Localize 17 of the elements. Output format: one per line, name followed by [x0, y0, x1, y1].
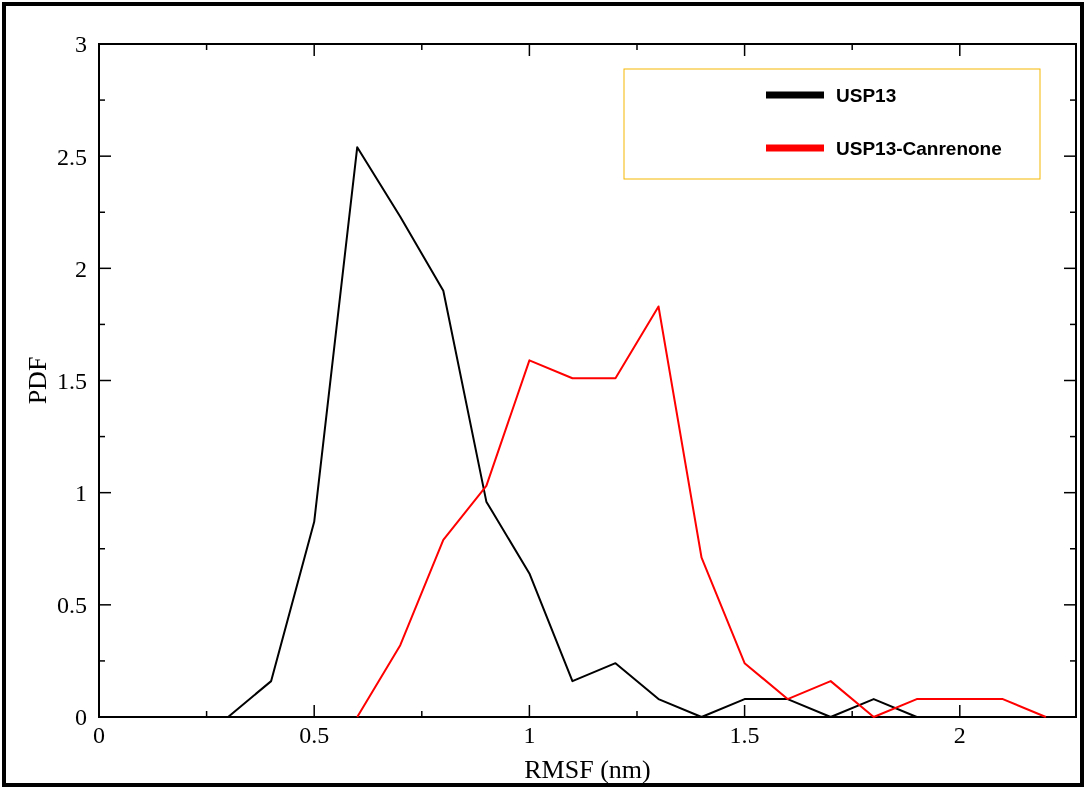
- x-tick-label: 1: [523, 722, 536, 748]
- y-tick-label: 0.5: [57, 592, 87, 619]
- x-tick-label: 2: [953, 722, 966, 748]
- y-tick-label: 1: [75, 480, 87, 507]
- y-tick-label: 2: [75, 255, 87, 282]
- y-axis-title: PDF: [23, 356, 52, 405]
- x-axis-title: RMSF (nm): [524, 755, 651, 784]
- line-series: [356, 305, 1047, 718]
- y-tick-label: 1.5: [57, 367, 87, 394]
- y-tick-label: 0: [75, 704, 87, 731]
- x-tick-label: 1.5: [729, 722, 760, 748]
- x-tick-label: 0.5: [299, 722, 330, 748]
- legend-label: USP13-Canrenone: [836, 137, 1002, 159]
- y-tick-label: 2.5: [57, 143, 87, 170]
- x-tick-label: 0: [93, 722, 105, 748]
- y-tick-label: 3: [75, 31, 87, 58]
- legend-label: USP13: [836, 84, 897, 106]
